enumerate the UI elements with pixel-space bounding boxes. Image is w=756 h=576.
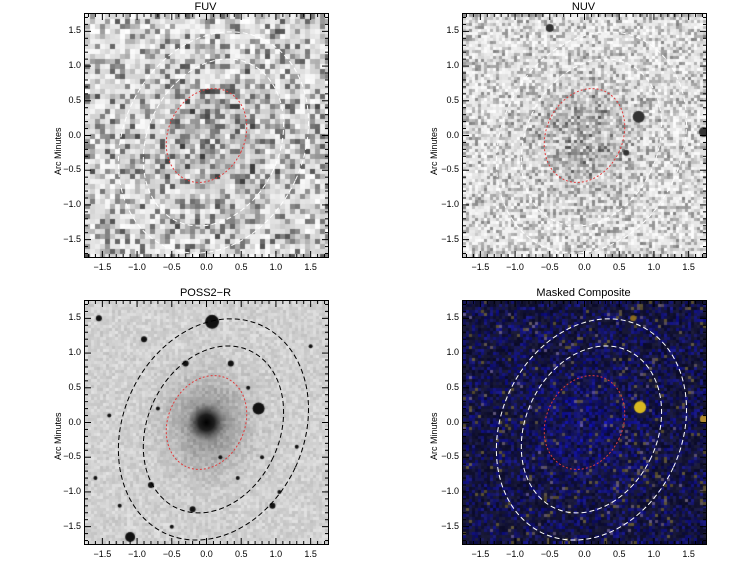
- outer-aperture-ellipse: [495, 31, 687, 254]
- x-tick-label: −1.0: [128, 262, 146, 272]
- y-tick-label: 1.5: [446, 312, 459, 323]
- inner-aperture-ellipse: [543, 88, 626, 183]
- y-tick-label: 1.0: [446, 347, 459, 358]
- y-tick-label: −1.0: [63, 485, 81, 496]
- inner-aperture-ellipse: [543, 375, 626, 470]
- nuv-image: [462, 13, 707, 258]
- tick-marks: [85, 301, 328, 544]
- x-tick-label: −1.0: [506, 262, 524, 272]
- y-tick-label: 0.5: [446, 94, 459, 105]
- panel-title: POSS2−R: [179, 287, 232, 299]
- outer-aperture-ellipse: [117, 318, 309, 541]
- x-tick-label: −1.0: [506, 549, 524, 559]
- x-tick-label: −0.5: [162, 262, 181, 272]
- middle-aperture-ellipse: [142, 345, 285, 514]
- y-tick-label: 0.5: [68, 94, 81, 105]
- x-tick-label: 1.0: [269, 549, 283, 559]
- tick-marks: [463, 14, 706, 257]
- tick-marks: [85, 14, 328, 257]
- y-tick-label: 1.0: [68, 60, 81, 71]
- y-tick-label: −1.5: [63, 233, 81, 244]
- x-tick-label: 1.5: [304, 549, 317, 559]
- y-tick-label: 0.0: [446, 129, 459, 140]
- y-tick-label: 1.5: [446, 25, 459, 36]
- y-tick-label: −0.5: [441, 451, 459, 462]
- y-tick-label: 0.5: [446, 381, 459, 392]
- x-tick-label: 0.0: [578, 262, 591, 272]
- x-tick-label: −1.5: [471, 549, 490, 559]
- x-tick-label: 1.5: [682, 549, 695, 559]
- y-tick-label: 1.5: [68, 312, 81, 323]
- y-tick-label: 0.0: [68, 129, 81, 140]
- x-tick-label: −1.0: [128, 549, 146, 559]
- x-tick-label: 0.0: [200, 549, 213, 559]
- y-tick-label: 1.0: [446, 60, 459, 71]
- y-tick-label: 0.0: [68, 416, 81, 427]
- middle-aperture-ellipse: [520, 345, 663, 514]
- x-tick-label: −1.5: [93, 549, 112, 559]
- x-tick-label: −1.5: [93, 262, 112, 272]
- x-tick-label: 0.5: [612, 549, 626, 559]
- x-tick-label: 0.0: [200, 262, 213, 272]
- y-tick-label: 1.5: [68, 25, 81, 36]
- x-tick-label: −0.5: [540, 549, 559, 559]
- y-tick-label: 0.0: [446, 416, 459, 427]
- y-tick-label: −1.0: [441, 198, 459, 209]
- outer-aperture-ellipse: [117, 31, 309, 254]
- y-tick-label: −1.0: [63, 198, 81, 209]
- y-tick-label: −0.5: [441, 164, 459, 175]
- y-tick-label: 1.0: [68, 347, 81, 358]
- y-tick-label: −1.0: [441, 485, 459, 496]
- x-tick-label: 1.0: [269, 262, 283, 272]
- middle-aperture-ellipse: [142, 58, 285, 227]
- y-tick-label: −0.5: [63, 451, 81, 462]
- x-tick-label: 1.0: [647, 262, 661, 272]
- x-tick-label: −0.5: [540, 262, 559, 272]
- x-tick-label: 0.5: [234, 262, 248, 272]
- poss-image: [84, 300, 329, 545]
- x-tick-label: 1.5: [682, 262, 695, 272]
- inner-aperture-ellipse: [165, 375, 248, 470]
- panel-title: NUV: [571, 1, 596, 13]
- x-tick-label: 1.0: [647, 549, 661, 559]
- y-tick-label: −1.5: [63, 520, 81, 531]
- y-tick-label: −1.5: [441, 520, 459, 531]
- x-tick-label: −1.5: [471, 262, 490, 272]
- inner-aperture-ellipse: [165, 88, 248, 183]
- x-tick-label: 1.5: [304, 262, 317, 272]
- y-tick-label: −1.5: [441, 233, 459, 244]
- outer-aperture-ellipse: [495, 318, 687, 541]
- y-tick-label: −0.5: [63, 164, 81, 175]
- composite-image: [462, 300, 707, 545]
- panel-title: Masked Composite: [536, 287, 631, 299]
- fuv-image: [84, 13, 329, 258]
- y-tick-label: 0.5: [68, 381, 81, 392]
- tick-marks: [463, 301, 706, 544]
- x-tick-label: −0.5: [162, 549, 181, 559]
- x-tick-label: 0.5: [234, 549, 248, 559]
- middle-aperture-ellipse: [520, 58, 663, 227]
- x-tick-label: 0.5: [612, 262, 626, 272]
- x-tick-label: 0.0: [578, 549, 591, 559]
- panel-title: FUV: [194, 1, 217, 13]
